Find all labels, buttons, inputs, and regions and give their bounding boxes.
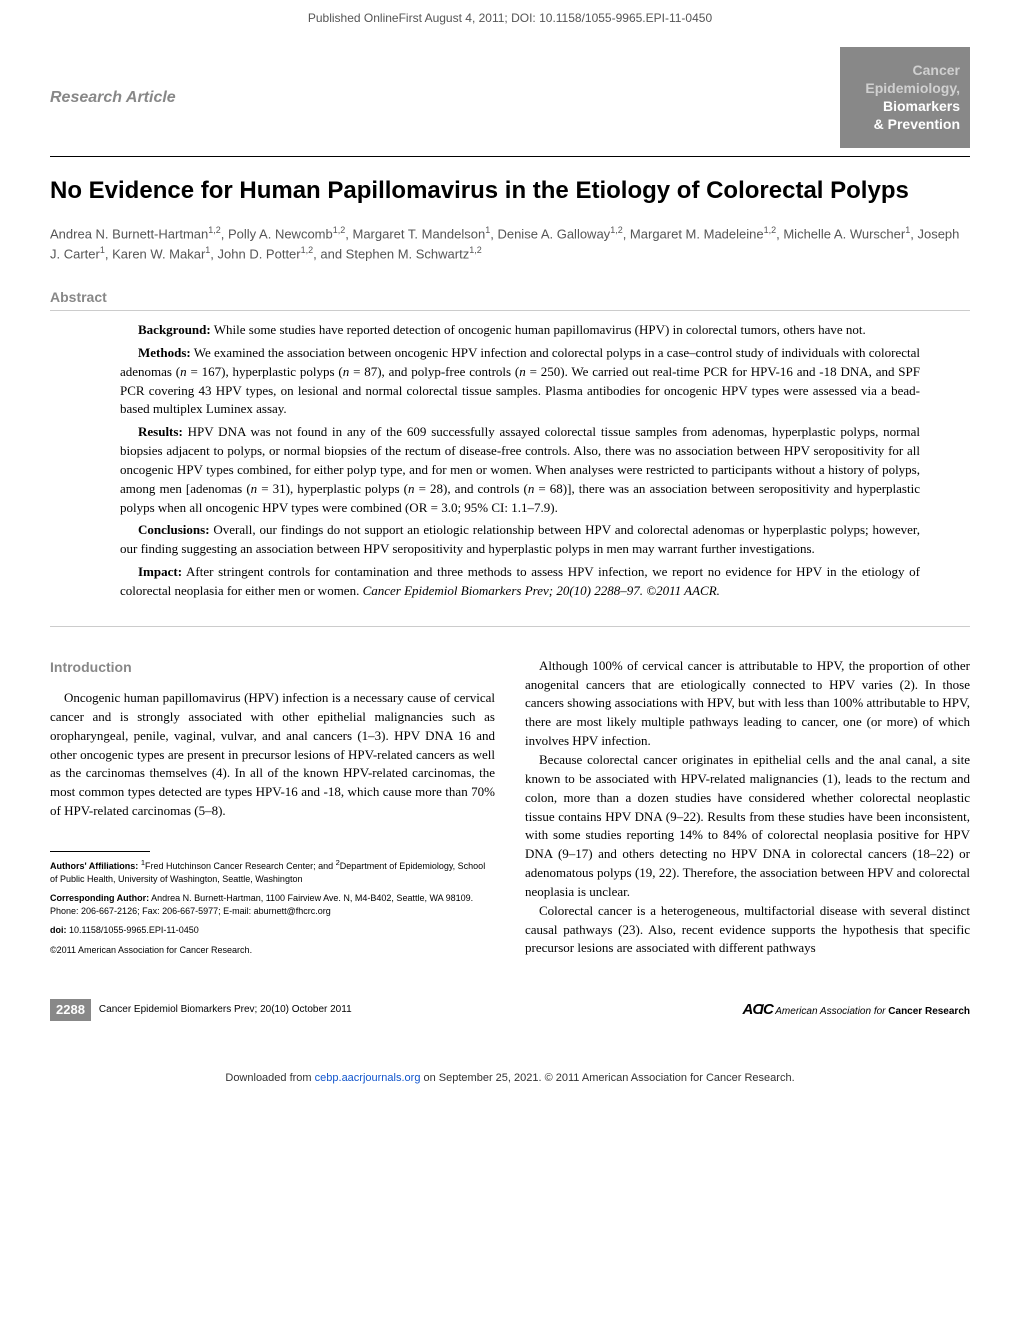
journal-badge-line4: & Prevention — [850, 115, 960, 133]
page-footer: 2288 Cancer Epidemiol Biomarkers Prev; 2… — [50, 999, 970, 1021]
top-publication-banner: Published OnlineFirst August 4, 2011; DO… — [50, 0, 970, 47]
left-column: Introduction Oncogenic human papillomavi… — [50, 657, 495, 964]
footnote-corresponding: Corresponding Author: Andrea N. Burnett-… — [50, 892, 495, 917]
aacr-prefix-icon: AⱭC — [743, 1001, 773, 1018]
body-columns: Introduction Oncogenic human papillomavi… — [50, 657, 970, 964]
aacr-logo: AⱭC American Association for Cancer Rese… — [743, 999, 970, 1020]
abstract-background: Background: While some studies have repo… — [120, 321, 920, 340]
bottom-banner-link[interactable]: cebp.aacrjournals.org — [315, 1072, 421, 1084]
journal-badge-line2: Epidemiology, — [850, 79, 960, 97]
right-column: Although 100% of cervical cancer is attr… — [525, 657, 970, 964]
footnote-rule — [50, 851, 150, 852]
right-paragraph-3: Colorectal cancer is a heterogeneous, mu… — [525, 902, 970, 959]
footnotes-block: Authors' Affiliations: 1Fred Hutchinson … — [50, 851, 495, 957]
aacr-text: American Association for — [775, 1006, 885, 1017]
journal-badge: Cancer Epidemiology, Biomarkers & Preven… — [840, 47, 970, 148]
bottom-banner-suffix: on September 25, 2021. © 2011 American A… — [420, 1072, 794, 1084]
aacr-bold: Cancer Research — [888, 1006, 970, 1017]
bottom-download-banner: Downloaded from cebp.aacrjournals.org on… — [50, 1071, 970, 1086]
abstract-results: Results: HPV DNA was not found in any of… — [120, 423, 920, 517]
right-paragraph-2: Because colorectal cancer originates in … — [525, 751, 970, 902]
header-row: Research Article Cancer Epidemiology, Bi… — [50, 47, 970, 148]
article-title: No Evidence for Human Papillomavirus in … — [50, 175, 970, 206]
right-paragraph-1: Although 100% of cervical cancer is attr… — [525, 657, 970, 751]
abstract-divider — [50, 626, 970, 627]
bottom-banner-prefix: Downloaded from — [225, 1072, 314, 1084]
journal-badge-line3: Biomarkers — [850, 97, 960, 115]
abstract-heading: Abstract — [50, 288, 970, 311]
introduction-heading: Introduction — [50, 657, 495, 677]
abstract-body: Background: While some studies have repo… — [50, 321, 970, 601]
footer-journal-info: Cancer Epidemiol Biomarkers Prev; 20(10)… — [99, 1003, 352, 1017]
footer-left: 2288 Cancer Epidemiol Biomarkers Prev; 2… — [50, 999, 352, 1021]
footnote-affiliations: Authors' Affiliations: 1Fred Hutchinson … — [50, 858, 495, 885]
abstract-methods: Methods: We examined the association bet… — [120, 344, 920, 419]
footnote-doi: doi: 10.1158/1055-9965.EPI-11-0450 — [50, 924, 495, 937]
header-divider — [50, 156, 970, 157]
abstract-impact: Impact: After stringent controls for con… — [120, 563, 920, 601]
article-type: Research Article — [50, 47, 176, 109]
page-number: 2288 — [50, 999, 91, 1021]
author-list: Andrea N. Burnett-Hartman1,2, Polly A. N… — [50, 224, 970, 264]
intro-paragraph-1: Oncogenic human papillomavirus (HPV) inf… — [50, 689, 495, 821]
footnote-copyright: ©2011 American Association for Cancer Re… — [50, 944, 495, 957]
abstract-conclusions: Conclusions: Overall, our findings do no… — [120, 521, 920, 559]
journal-badge-line1: Cancer — [850, 61, 960, 79]
